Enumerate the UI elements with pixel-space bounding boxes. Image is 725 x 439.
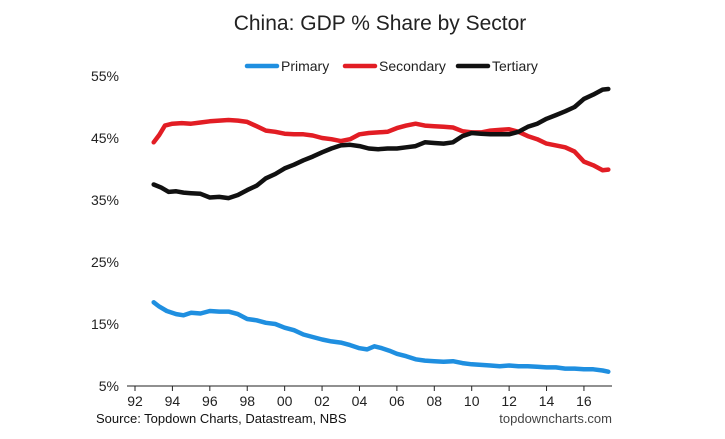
legend: Primary Secondary Tertiary xyxy=(244,58,538,74)
x-tick-label: 94 xyxy=(165,393,181,409)
y-tick-label: 35% xyxy=(91,192,119,208)
legend-label-tertiary: Tertiary xyxy=(492,58,538,74)
x-tick-label: 12 xyxy=(501,393,517,409)
x-tick-label: 00 xyxy=(277,393,293,409)
x-tick-label: 08 xyxy=(427,393,443,409)
series-line-secondary xyxy=(151,117,611,173)
x-tick-label: 04 xyxy=(352,393,368,409)
y-tick-label: 15% xyxy=(91,316,119,332)
x-tick-label: 10 xyxy=(464,393,480,409)
x-tick-label: 06 xyxy=(389,393,405,409)
y-tick-label: 45% xyxy=(91,130,119,146)
x-tick-label: 14 xyxy=(539,393,555,409)
chart-title: China: GDP % Share by Sector xyxy=(234,12,527,35)
legend-label-primary: Primary xyxy=(281,58,329,74)
x-tick-label: 96 xyxy=(202,393,218,409)
x-tick-label: 98 xyxy=(239,393,255,409)
series-line-tertiary xyxy=(151,86,611,201)
series-layer xyxy=(151,86,611,374)
x-tick-label: 92 xyxy=(127,393,143,409)
x-tick-label: 16 xyxy=(576,393,592,409)
x-tick-label: 02 xyxy=(314,393,330,409)
y-axis-ticks: 5% 15% 25% 35% 45% 55% xyxy=(91,68,119,394)
y-tick-label: 25% xyxy=(91,254,119,270)
watermark: topdowncharts.com xyxy=(499,411,612,426)
y-tick-label: 5% xyxy=(99,378,119,394)
y-tick-label: 55% xyxy=(91,68,119,84)
series-line-primary xyxy=(151,300,611,374)
x-axis-ticks: 92 94 96 98 00 02 04 06 08 10 12 14 16 xyxy=(127,386,592,409)
source-note: Source: Topdown Charts, Datastream, NBS xyxy=(96,411,347,426)
legend-label-secondary: Secondary xyxy=(379,58,446,74)
